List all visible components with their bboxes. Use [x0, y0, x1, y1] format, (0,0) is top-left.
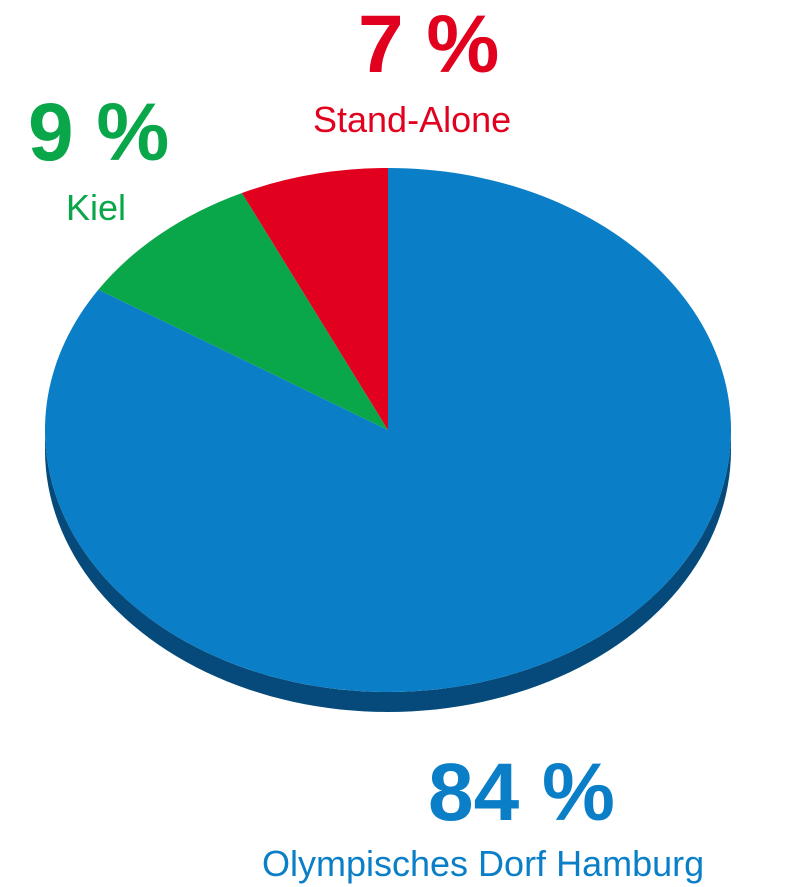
- kiel-percent-label: 9 %: [28, 87, 170, 178]
- pie-slice-olympisches-dorf-hamburg: [45, 168, 732, 693]
- kiel-name-label: Kiel: [66, 187, 127, 228]
- olympisches-dorf-percent-label: 84 %: [428, 747, 615, 838]
- olympisches-dorf-name-label: Olympisches Dorf Hamburg: [262, 843, 705, 884]
- stand-alone-percent-label: 7 %: [358, 0, 500, 90]
- stand-alone-name-label: Stand-Alone: [313, 99, 512, 140]
- pie-slice-kiel: [98, 192, 389, 430]
- pie-top-layer: [45, 168, 732, 693]
- pie-slice-stand-alone: [241, 168, 388, 430]
